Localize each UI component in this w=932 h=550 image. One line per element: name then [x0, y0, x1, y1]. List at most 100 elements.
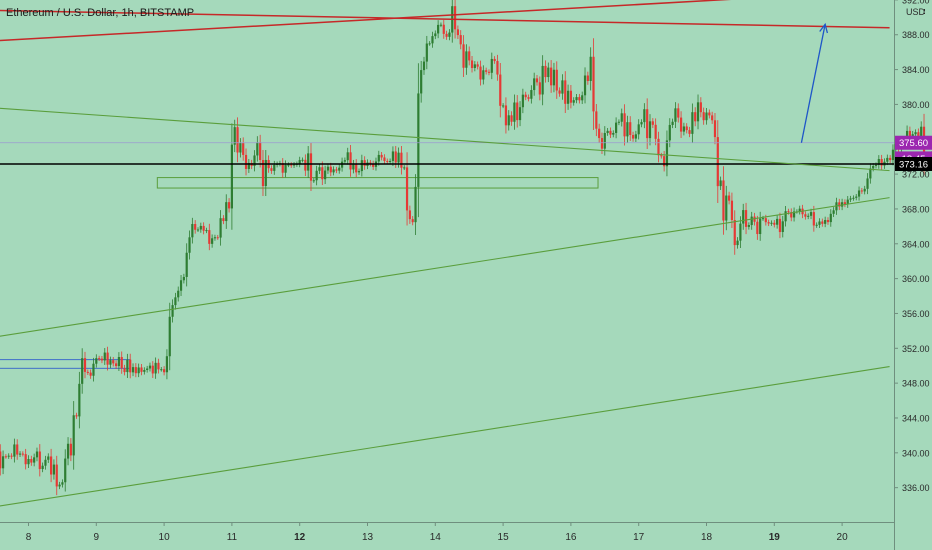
candle [304, 154, 307, 177]
price-axis[interactable]: 336.00 340.00 344.00 348.00 352.00 356.00 360.… [894, 0, 930, 493]
candle [843, 199, 847, 208]
candle [75, 412, 78, 419]
candle [459, 30, 462, 50]
candle [462, 35, 465, 77]
candle [465, 44, 468, 75]
currency-menu-icon[interactable] [924, 9, 925, 14]
candle [123, 364, 126, 376]
candle [227, 198, 231, 213]
candle [733, 210, 736, 255]
candle [609, 127, 612, 138]
candle [140, 363, 143, 376]
candle [414, 174, 417, 235]
candle [487, 69, 491, 76]
candle [564, 71, 567, 114]
candle [222, 215, 225, 225]
candle [547, 62, 550, 83]
candle [109, 356, 112, 369]
candle [47, 453, 50, 463]
candle [335, 166, 338, 174]
price-tag: 375.60 [895, 135, 932, 150]
candle [301, 157, 304, 163]
candle [117, 352, 120, 371]
x-tick-label: 11 [227, 532, 238, 543]
candle [631, 131, 635, 142]
candle [646, 98, 649, 149]
projection-arrow[interactable] [800, 24, 826, 143]
candle [744, 202, 748, 235]
candle [657, 131, 660, 163]
candle [380, 152, 383, 161]
time-axis[interactable]: 8 9 10 11 12 13 14 15 16 17 18 19 20 [26, 522, 848, 543]
candle [205, 227, 208, 234]
candle [863, 185, 866, 195]
candle [651, 118, 654, 129]
candle [326, 163, 330, 174]
trendline[interactable] [0, 197, 890, 337]
candle [281, 158, 284, 178]
candle [513, 94, 516, 130]
candle [719, 176, 722, 190]
candle [363, 156, 366, 170]
candle [490, 52, 493, 80]
candle [538, 76, 541, 101]
candle [120, 351, 123, 374]
candle [253, 150, 256, 172]
trendline[interactable] [0, 107, 890, 172]
candle [24, 448, 27, 470]
candle [696, 94, 700, 130]
candle [510, 111, 513, 126]
candle [555, 61, 558, 99]
candle [4, 454, 7, 459]
candle [592, 38, 595, 130]
candle [50, 448, 53, 483]
candle [338, 164, 341, 174]
candle [216, 234, 219, 240]
y-tick-label: 392.00 [902, 0, 930, 5]
candle [617, 119, 621, 126]
candle [702, 107, 705, 125]
candle [728, 191, 731, 205]
projection-arrowhead [819, 22, 829, 34]
candle [456, 25, 459, 39]
x-tick-label: 20 [837, 532, 849, 543]
candle [346, 147, 349, 165]
candle [112, 357, 115, 367]
candle [516, 95, 519, 128]
candle [86, 369, 89, 375]
y-tick-label: 344.00 [902, 413, 930, 423]
candle [736, 237, 739, 249]
trendline[interactable] [0, 366, 890, 507]
candle [572, 97, 575, 106]
trendline[interactable] [0, 0, 890, 42]
candle [612, 130, 615, 138]
candle [809, 208, 813, 220]
candle [349, 144, 352, 177]
candle [30, 455, 33, 466]
candle [208, 223, 211, 251]
candle [846, 196, 849, 208]
candle [705, 108, 708, 125]
candle [321, 161, 324, 186]
candle [640, 119, 643, 128]
currency-label: USD [906, 7, 926, 17]
candle [857, 186, 861, 201]
candle [213, 234, 217, 241]
candle [566, 84, 570, 110]
candle [880, 154, 883, 170]
candle [343, 157, 346, 165]
candle [1, 450, 5, 475]
candle [807, 213, 810, 220]
candle [188, 230, 191, 260]
zone-box[interactable] [156, 177, 599, 189]
candle [355, 159, 358, 178]
candle [83, 351, 87, 379]
candle [202, 222, 205, 235]
candle [838, 198, 841, 211]
y-tick-label: 388.00 [902, 30, 930, 40]
candle [422, 56, 426, 75]
trendline[interactable] [0, 9, 890, 29]
y-tick-label: 360.00 [902, 274, 930, 284]
candle [174, 292, 177, 310]
